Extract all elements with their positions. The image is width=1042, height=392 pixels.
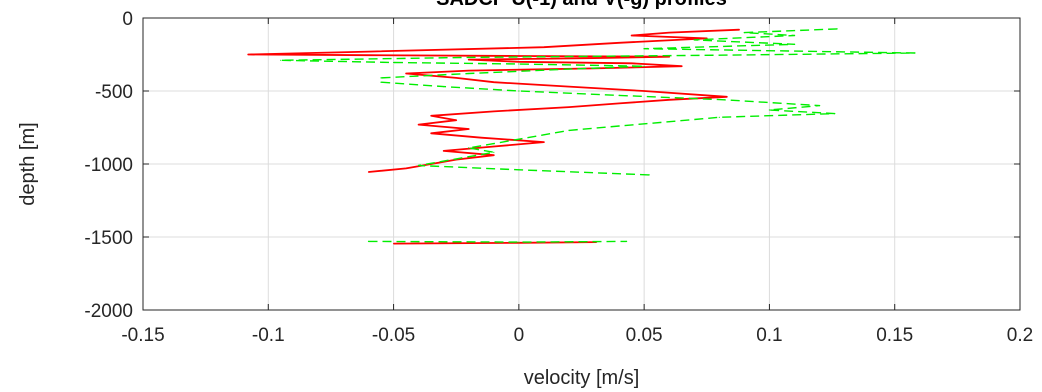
- series-2-point: [443, 86, 444, 87]
- series-0-point: [518, 61, 519, 62]
- series-2-point: [468, 147, 469, 148]
- series-0-point: [406, 73, 407, 74]
- series-2-point: [518, 90, 519, 91]
- series-0-point: [493, 155, 494, 156]
- series-0-point: [669, 99, 670, 100]
- series-1-point: [393, 243, 394, 244]
- series-2-point: [518, 63, 519, 64]
- y-tick-label: -500: [95, 82, 133, 103]
- series-0-point: [368, 51, 369, 52]
- series-2-point: [619, 125, 620, 126]
- series-0-point: [406, 168, 407, 169]
- series-0-point: [669, 32, 670, 33]
- series-2-point: [418, 165, 419, 166]
- series-0-point: [248, 54, 249, 55]
- series-0-point: [368, 55, 369, 56]
- series-0-point: [493, 146, 494, 147]
- series-0-point: [456, 77, 457, 78]
- series-2-point: [819, 105, 820, 106]
- series-2-point: [493, 152, 494, 153]
- series-2-point: [280, 60, 281, 61]
- series-0-point: [368, 171, 369, 172]
- series-2-point: [694, 39, 695, 40]
- series-0-point: [493, 82, 494, 83]
- series-0-point: [644, 90, 645, 91]
- chart-title: SADCP U(-1) and V(-g) profiles: [436, 0, 727, 10]
- series-0-point: [568, 107, 569, 108]
- series-2-point: [724, 99, 725, 100]
- series-0-point: [619, 103, 620, 104]
- series-0-point: [481, 137, 482, 138]
- series-0-point: [593, 58, 594, 59]
- series-2-point: [380, 77, 381, 78]
- x-axis-label: velocity [m/s]: [524, 367, 640, 389]
- series-0-point: [726, 96, 727, 97]
- x-tick-label: 0.1: [756, 325, 782, 346]
- x-tick-label: -0.05: [372, 325, 415, 346]
- series-0-point: [431, 133, 432, 134]
- series-0-point: [543, 142, 544, 143]
- series-2-point: [568, 69, 569, 70]
- series-2-point: [543, 134, 544, 135]
- series-0-point: [443, 150, 444, 151]
- series-2-point: [619, 95, 620, 96]
- series-2-point: [443, 161, 444, 162]
- series-2-point: [393, 62, 394, 63]
- series-0-point: [568, 86, 569, 87]
- series-2-point: [649, 174, 650, 175]
- series-0-point: [518, 55, 519, 56]
- series-0-point: [456, 120, 457, 121]
- x-tick-label: 0.2: [1007, 325, 1033, 346]
- y-tick-label: -1500: [84, 228, 133, 249]
- series-2-point: [837, 28, 838, 29]
- series-2-point: [744, 32, 745, 33]
- series-2-point: [468, 73, 469, 74]
- series-2-point: [669, 121, 670, 122]
- series-0-point: [681, 66, 682, 67]
- y-axis-label: depth [m]: [17, 122, 39, 205]
- series-0-point: [468, 59, 469, 60]
- series-3-point: [368, 241, 369, 242]
- series-0-point: [543, 47, 544, 48]
- series-0-point: [631, 63, 632, 64]
- series-0-point: [619, 42, 620, 43]
- series-2-point: [493, 143, 494, 144]
- series-2-point: [468, 156, 469, 157]
- series-2-point: [644, 66, 645, 67]
- series-2-point: [518, 169, 519, 170]
- x-tick-label: -0.1: [252, 325, 285, 346]
- y-tick-label: 0: [122, 9, 133, 30]
- series-3-point: [518, 242, 519, 243]
- series-2-point: [719, 55, 720, 56]
- series-2-point: [769, 109, 770, 110]
- x-tick-label: -0.15: [121, 325, 164, 346]
- x-tick-label: 0.05: [626, 325, 663, 346]
- y-tick-label: -2000: [84, 301, 133, 322]
- series-2-point: [380, 82, 381, 83]
- series-2-point: [568, 130, 569, 131]
- series-2-point: [644, 48, 645, 49]
- series-0-point: [631, 35, 632, 36]
- series-0-point: [431, 115, 432, 116]
- x-tick-label: 0.15: [876, 325, 913, 346]
- series-0-point: [468, 70, 469, 71]
- series-2-point: [468, 57, 469, 58]
- series-2-point: [719, 117, 720, 118]
- series-2-point: [794, 44, 795, 45]
- series-2-point: [834, 113, 835, 114]
- series-0-point: [493, 111, 494, 112]
- x-tick-label: 0: [514, 325, 525, 346]
- y-tick-label: -1000: [84, 155, 133, 176]
- series-2-point: [794, 35, 795, 36]
- series-0-point: [468, 128, 469, 129]
- series-2-point: [518, 139, 519, 140]
- series-0-point: [418, 124, 419, 125]
- series-2-point: [914, 52, 915, 53]
- series-0-point: [739, 29, 740, 30]
- series-3-point: [626, 241, 627, 242]
